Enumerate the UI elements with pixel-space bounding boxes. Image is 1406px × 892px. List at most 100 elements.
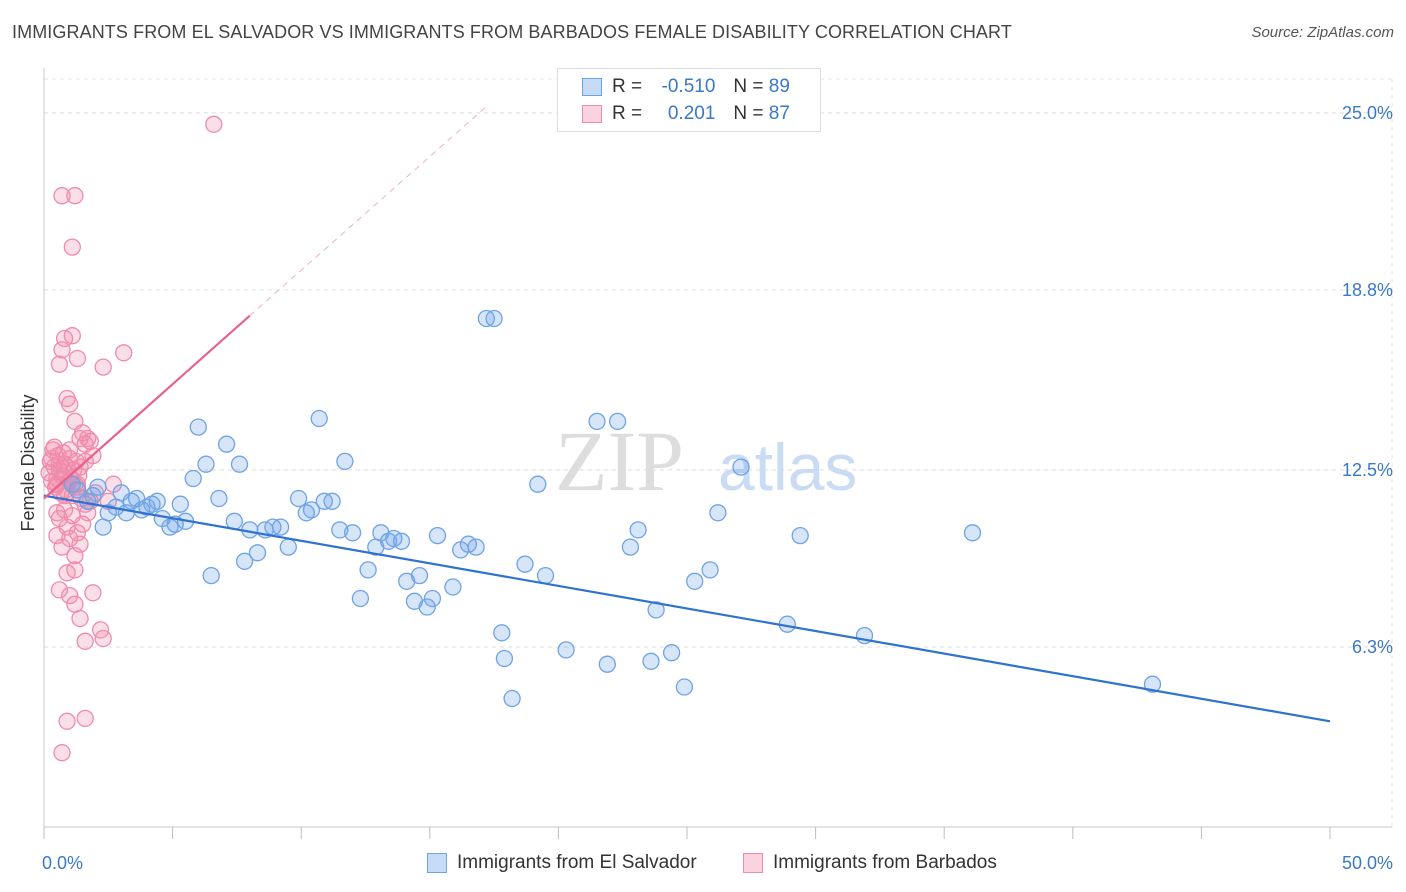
barbados-point: [66, 187, 84, 205]
el-salvador-point: [343, 524, 362, 542]
el-salvador-point: [536, 566, 555, 585]
barbados-point: [66, 561, 84, 579]
el-salvador-point: [302, 501, 321, 519]
y-tick-label: 6.3%: [1352, 637, 1393, 657]
el-salvador-point: [686, 572, 704, 590]
el-salvador-point: [709, 504, 727, 522]
el-salvador-point: [493, 624, 511, 642]
axes: [43, 68, 1392, 839]
el-salvador-point: [189, 418, 207, 436]
legend-swatch-pink: [582, 105, 602, 123]
el-salvador-point: [423, 589, 442, 608]
chart-title: IMMIGRANTS FROM EL SALVADOR VS IMMIGRANT…: [12, 22, 1012, 42]
el-salvador-point: [732, 458, 750, 476]
el-salvador-point: [428, 526, 447, 545]
trend-lines: [43, 103, 1331, 723]
el-salvador-trend-line: [43, 494, 1331, 723]
el-salvador-point: [184, 469, 202, 488]
el-salvador-point: [161, 518, 179, 536]
el-salvador-point: [675, 678, 694, 696]
barbados-point: [50, 355, 69, 373]
el-salvador-point: [629, 521, 647, 539]
legend-n-value: 89: [768, 76, 790, 97]
data-points: [40, 115, 1162, 762]
x-tick-label: 50.0%: [1342, 853, 1393, 873]
el-salvador-point: [963, 524, 982, 542]
barbados-point: [53, 187, 71, 205]
barbados-point: [115, 344, 133, 362]
barbados-trend-line: [43, 314, 251, 500]
barbados-point: [53, 744, 71, 762]
barbados-point: [63, 327, 81, 345]
el-salvador-point: [621, 538, 640, 556]
el-salvador-point: [516, 555, 534, 573]
barbados-point: [94, 358, 112, 376]
legend-row-el-salvador: R = -0.510 N = 89: [582, 74, 790, 100]
bottom-legend-item-barbados: Immigrants from Barbados: [743, 852, 997, 874]
el-salvador-point: [143, 495, 161, 513]
el-salvador-point: [410, 566, 429, 585]
source-label: Source: ZipAtlas.com: [1251, 24, 1394, 41]
bottom-legend-label: Immigrants from Barbados: [773, 852, 997, 873]
barbados-trend-extension: [249, 103, 490, 317]
watermark-atlas: atlas: [718, 430, 857, 504]
y-axis-label: Female Disability: [18, 394, 38, 531]
barbados-point: [61, 395, 79, 413]
bottom-legend: Immigrants from El Salvador Immigrants f…: [0, 852, 1406, 878]
x-tick-label: 0.0%: [42, 853, 83, 873]
legend-r-value: 0.201: [667, 103, 716, 124]
barbados-point: [61, 586, 79, 605]
legend-r-value: -0.510: [661, 76, 716, 97]
el-salvador-point: [392, 532, 411, 550]
el-salvador-point: [202, 566, 220, 585]
el-salvador-point: [359, 561, 377, 579]
x-tick-labels: 0.0% 50.0%: [42, 853, 1393, 873]
legend-n-label: N =: [733, 103, 764, 124]
el-salvador-point: [701, 561, 719, 579]
barbados-point: [66, 595, 84, 613]
bottom-legend-label: Immigrants from El Salvador: [457, 852, 697, 873]
barbados-point: [91, 621, 110, 639]
el-salvador-point: [503, 689, 521, 708]
barbados-point: [68, 475, 87, 493]
el-salvador-point: [791, 526, 809, 545]
el-salvador-point: [289, 489, 308, 508]
el-salvador-point: [485, 309, 503, 328]
el-salvador-point: [467, 538, 485, 556]
el-salvador-point: [495, 649, 514, 668]
barbados-point: [48, 504, 66, 522]
el-salvador-point: [444, 578, 462, 596]
barbados-point: [71, 535, 89, 553]
el-salvador-point: [336, 452, 354, 471]
el-salvador-point: [68, 481, 87, 499]
el-salvador-point: [279, 538, 297, 556]
el-salvador-point: [647, 601, 665, 619]
el-salvador-point: [148, 492, 166, 510]
legend: R = -0.510 N = 89 R = 0.201 N = 87: [557, 68, 821, 132]
y-tick-label: 12.5%: [1342, 460, 1393, 480]
el-salvador-point: [557, 641, 575, 659]
el-salvador-point: [529, 475, 547, 493]
el-salvador-point: [310, 409, 328, 428]
barbados-point: [84, 584, 102, 602]
el-salvador-point: [94, 518, 112, 536]
el-salvador-point: [331, 521, 349, 539]
barbados-point: [81, 432, 99, 451]
el-salvador-point: [642, 652, 660, 670]
barbados-point: [76, 709, 94, 728]
legend-swatch-blue: [582, 78, 602, 96]
barbados-point: [58, 712, 76, 730]
legend-n-value: 87: [768, 103, 790, 124]
el-salvador-point: [217, 435, 236, 453]
el-salvador-point: [171, 495, 189, 513]
bottom-legend-swatch-blue: [427, 853, 447, 873]
bottom-legend-swatch-pink: [743, 853, 763, 873]
el-salvador-point: [351, 589, 370, 608]
el-salvador-point: [271, 518, 290, 536]
el-salvador-point: [1143, 675, 1162, 693]
el-salvador-point: [297, 504, 315, 522]
barbados-point: [205, 115, 223, 133]
y-tick-label: 25.0%: [1342, 103, 1393, 123]
barbados-point: [55, 455, 74, 473]
